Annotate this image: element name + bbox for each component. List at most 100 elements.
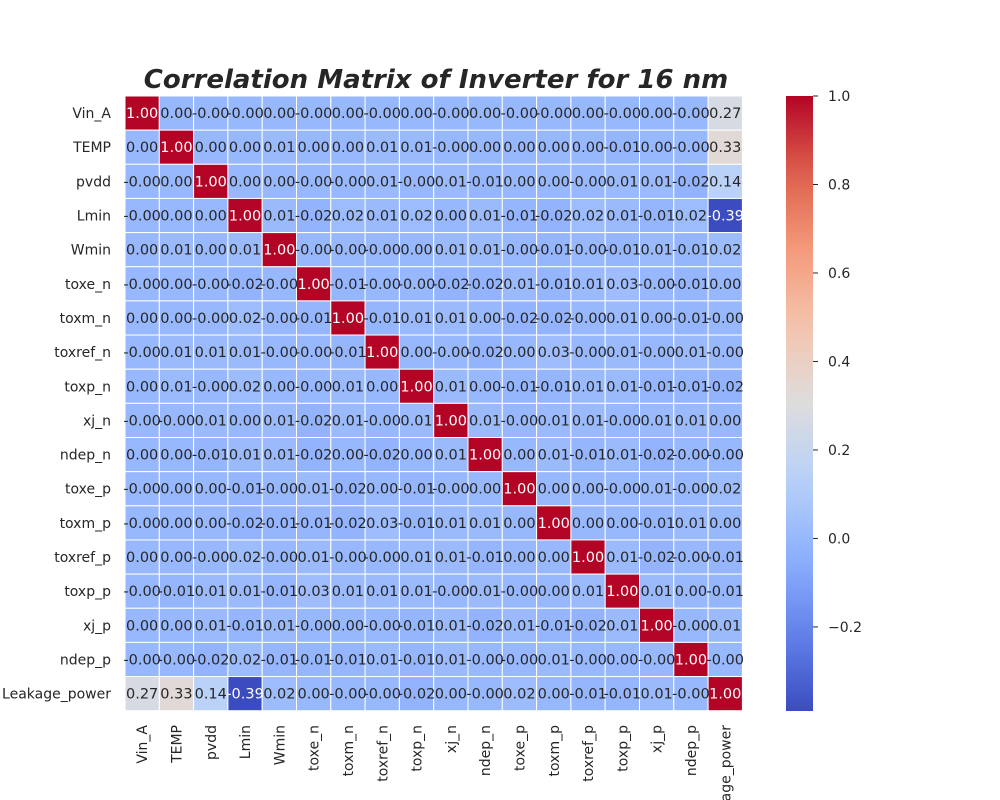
heatmap-cell	[364, 505, 400, 541]
heatmap-cell	[673, 266, 709, 302]
cell-value-label: -0.00	[123, 482, 161, 498]
cell-value-label: 0.02	[709, 243, 741, 259]
cell-value-label: 0.01	[469, 413, 501, 429]
heatmap-cell	[501, 539, 538, 575]
cell-value-label: 0.00	[503, 448, 535, 464]
heatmap-cell	[364, 197, 400, 234]
heatmap-cell	[158, 368, 195, 404]
heatmap-cell	[570, 437, 606, 473]
cell-value-label: 0.00	[538, 687, 570, 703]
cell-value-label: 0.01	[366, 174, 398, 190]
heatmap-cell	[673, 402, 709, 439]
heatmap-cell	[707, 95, 743, 131]
cell-value-label: 0.03	[538, 345, 570, 361]
heatmap-cell	[707, 641, 743, 678]
cell-value-label: -0.00	[123, 413, 161, 429]
cell-value-label: -0.02	[466, 345, 504, 361]
column-tick-label: toxm_p	[547, 725, 563, 777]
heatmap-cell	[639, 539, 675, 575]
heatmap-cell	[467, 334, 503, 370]
cell-value-label: 0.00	[400, 106, 432, 122]
cell-value-label: 0.01	[538, 652, 570, 668]
heatmap-cell	[261, 437, 298, 473]
cell-value-label: 0.01	[229, 584, 261, 600]
heatmap-cell	[296, 471, 332, 507]
heatmap-cell	[227, 471, 263, 507]
column-tick-label: Vin_A	[135, 725, 151, 764]
cell-value-label: 0.01	[195, 584, 227, 600]
heatmap-cell	[364, 163, 400, 199]
cell-value-label: 0.01	[572, 584, 604, 600]
cell-value-label: 0.00	[606, 652, 638, 668]
heatmap-cell	[536, 402, 572, 439]
heatmap-cell	[467, 266, 503, 302]
heatmap-cell-labels: 1.00 0.00 -0.00-0.00 0.00 -0.00 0.00 -0.00 0.00…	[123, 106, 744, 703]
cell-value-label: 0.01	[469, 516, 501, 532]
heatmap-cell	[398, 197, 435, 234]
heatmap-cell	[330, 607, 366, 643]
heatmap-cell	[364, 402, 400, 439]
cell-value-label: -0.00	[123, 584, 161, 600]
cell-value-label: -0.02	[329, 482, 367, 498]
column-tick-label: TEMP	[169, 725, 185, 764]
cell-value-label: -0.00	[706, 311, 744, 327]
column-tick-label: xj_p	[650, 725, 666, 753]
cell-value-label: 0.00	[400, 243, 432, 259]
heatmap-cell	[398, 232, 435, 268]
heatmap-cell	[124, 334, 160, 370]
cell-value-label: 0.02	[709, 482, 741, 498]
heatmap-cell	[673, 471, 709, 507]
heatmap-cell	[158, 607, 195, 643]
column-tick-label: Lmin	[238, 725, 254, 759]
cell-value-label: -0.00	[295, 345, 333, 361]
cell-value-label: -0.00	[261, 311, 299, 327]
heatmap-cell	[261, 539, 298, 575]
column-tick-label: toxm_n	[341, 725, 357, 776]
cell-value-label: -0.00	[261, 482, 299, 498]
cell-value-label: -0.01	[706, 584, 744, 600]
heatmap-cell	[330, 641, 366, 678]
cell-value-label: 0.01	[538, 413, 570, 429]
cell-value-label: -0.00	[501, 243, 539, 259]
heatmap-cell	[398, 607, 435, 643]
cell-value-label: -0.00	[192, 311, 230, 327]
heatmap-cell	[570, 232, 606, 268]
cell-value-label: -0.01	[604, 140, 642, 156]
heatmap-cell	[433, 197, 469, 234]
heatmap-cell	[158, 163, 195, 199]
cell-value-label: -0.01	[226, 618, 264, 634]
heatmap-cell	[398, 163, 435, 199]
heatmap-cell	[707, 539, 743, 575]
heatmap-cell	[707, 505, 743, 541]
cell-value-label: -0.00	[432, 584, 470, 600]
row-tick-label: toxp_p	[64, 584, 111, 600]
cell-value-label: -0.01	[569, 687, 607, 703]
cell-value-label: 0.00	[675, 584, 707, 600]
cell-value-label: 0.00	[160, 516, 192, 532]
heatmap-cell	[639, 368, 675, 404]
cell-value-label: 0.01	[229, 448, 261, 464]
heatmap-cell	[639, 95, 675, 131]
row-tick-label: toxm_p	[60, 516, 112, 532]
cell-value-label: -0.00	[466, 687, 504, 703]
cell-value-label: 0.01	[641, 243, 673, 259]
heatmap-cell	[158, 505, 195, 541]
cell-value-label: 0.01	[400, 584, 432, 600]
heatmap-cell	[639, 676, 675, 712]
heatmap-cell	[158, 471, 195, 507]
heatmap-cell	[261, 607, 298, 643]
cell-value-label: -0.01	[329, 277, 367, 293]
cell-value-label: 0.02	[229, 652, 261, 668]
cell-value-label: -0.00	[295, 174, 333, 190]
cell-value-label: -0.00	[604, 106, 642, 122]
cell-value-label: -0.00	[363, 106, 401, 122]
cell-value-label: 0.00	[332, 448, 364, 464]
cell-value-label: 1.00	[229, 209, 261, 225]
cell-value-label: -0.00	[226, 106, 264, 122]
cell-value-label: 0.27	[709, 106, 741, 122]
cell-value-label: 1.00	[195, 174, 227, 190]
heatmap-cell	[261, 573, 298, 609]
cell-value-label: 1.00	[366, 345, 398, 361]
cell-value-label: -0.00	[329, 174, 367, 190]
cell-value-label: -0.00	[706, 448, 744, 464]
